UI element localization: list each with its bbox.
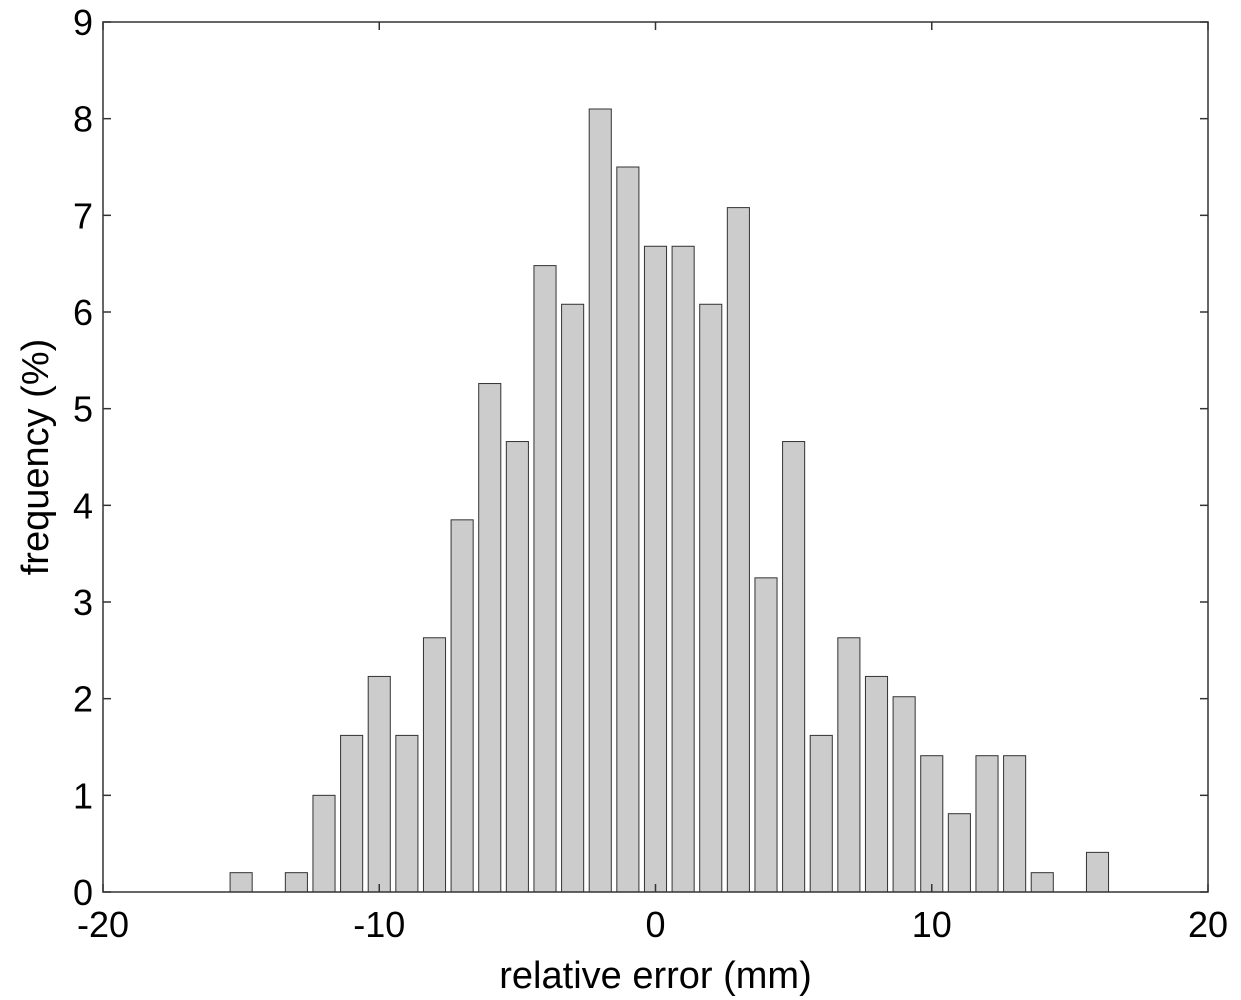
y-tick-label: 3: [73, 582, 93, 623]
bar: [561, 303, 585, 893]
bar: [726, 207, 750, 893]
bar: [367, 675, 391, 893]
bar: [837, 637, 861, 893]
bar: [229, 872, 253, 893]
bar: [533, 265, 557, 893]
y-tick-label: 1: [73, 775, 93, 816]
x-axis: -20 -10 0 10 20: [77, 22, 1228, 945]
bar: [588, 108, 612, 893]
x-tick-label: 10: [912, 904, 952, 945]
bar: [947, 813, 971, 893]
bar: [782, 441, 806, 893]
bar: [395, 734, 419, 893]
bar: [478, 383, 502, 893]
x-tick-label: 20: [1188, 904, 1228, 945]
y-tick-label: 7: [73, 195, 93, 236]
y-tick-label: 2: [73, 679, 93, 720]
y-tick-label: 9: [73, 2, 93, 43]
bar: [450, 519, 474, 893]
bar: [616, 166, 640, 893]
x-tick-label: -10: [353, 904, 405, 945]
x-axis-label: relative error (mm): [499, 955, 811, 997]
x-tick-label: -20: [77, 904, 129, 945]
y-axis: 0 1 2 3 4 5 6 7 8 9: [73, 2, 1208, 913]
bar: [754, 577, 778, 893]
bars-group: [229, 108, 1110, 893]
y-tick-label: 0: [73, 872, 93, 913]
x-tick-label: 0: [645, 904, 665, 945]
bar: [809, 734, 833, 893]
bar: [1003, 755, 1027, 893]
y-tick-label: 8: [73, 99, 93, 140]
bar: [1085, 851, 1110, 893]
y-tick-label: 5: [73, 389, 93, 430]
y-axis-label: frequency (%): [15, 339, 57, 576]
bar: [892, 696, 916, 893]
bar: [643, 245, 668, 893]
bar: [340, 734, 364, 893]
bar: [422, 637, 447, 893]
bar: [505, 441, 529, 893]
bar: [1030, 872, 1054, 893]
y-tick-label: 6: [73, 292, 93, 333]
y-tick-label: 4: [73, 485, 93, 526]
bar: [284, 872, 308, 893]
bar: [864, 675, 889, 893]
bar: [671, 245, 695, 893]
bar: [312, 794, 336, 893]
bar: [975, 755, 999, 893]
bar: [699, 303, 723, 893]
bar: [920, 755, 944, 893]
